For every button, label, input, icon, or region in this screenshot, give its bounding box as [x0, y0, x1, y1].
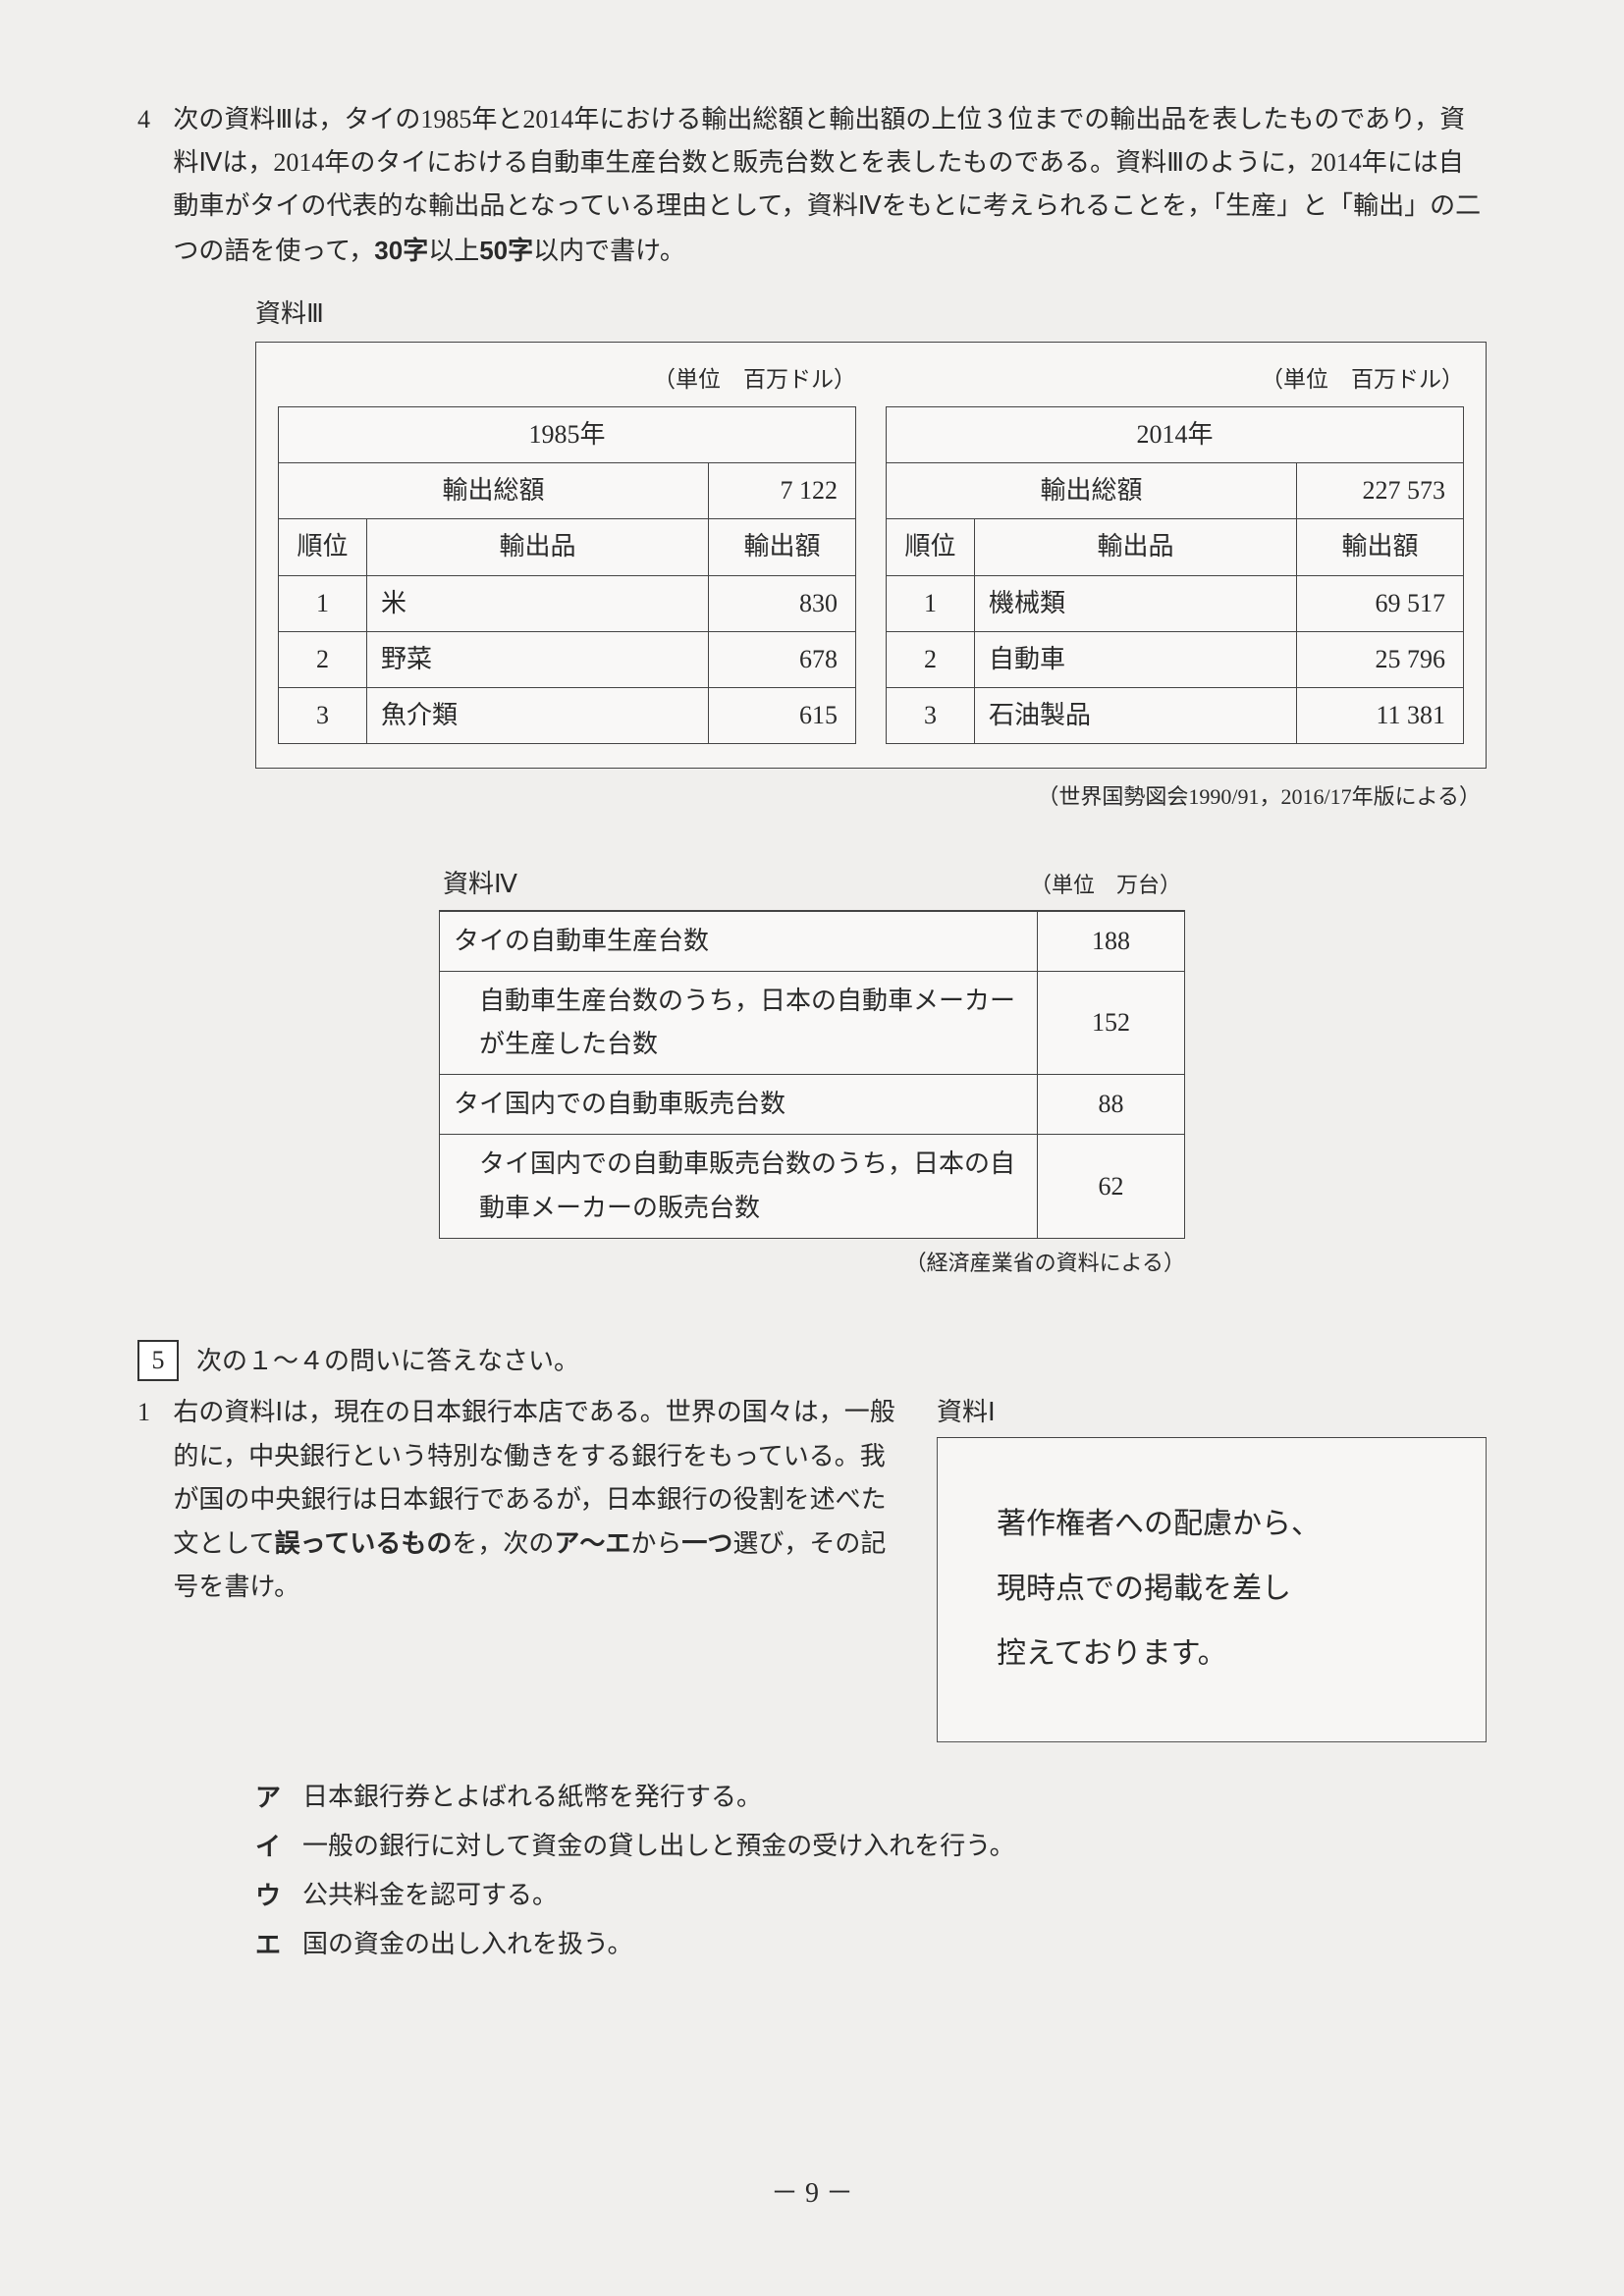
table-row: 輸出総額 227 573: [887, 463, 1464, 519]
q5-left: 1右の資料Ⅰは，現在の日本銀行本店である。世界の国々は，一般的に，中央銀行という…: [137, 1391, 901, 1609]
table-row: 自動車生産台数のうち，日本の自動車メーカーが生産した台数152: [440, 971, 1185, 1074]
table-row: 1985年: [279, 407, 856, 463]
ref4-unit: （単位 万台）: [1030, 867, 1181, 903]
unit-a: （単位 百万ドル）: [278, 360, 856, 399]
q5-box-number: 5: [137, 1340, 179, 1381]
t3-a: 1985年 輸出総額 7 122 順位 輸出品 輸出額 1米830 2野菜678…: [278, 406, 856, 744]
total-b: 227 573: [1297, 463, 1464, 519]
table-1985: （単位 百万ドル） 1985年 輸出総額 7 122 順位 輸出品 輸出額 1米…: [278, 360, 856, 744]
ref1-label: 資料Ⅰ: [937, 1391, 1487, 1437]
page-number: － 9 －: [0, 2170, 1624, 2217]
table-row: 1米830: [279, 575, 856, 631]
total-label-b: 輸出総額: [887, 463, 1297, 519]
ref4-source: （経済産業省の資料による）: [439, 1245, 1185, 1281]
q4-body: 次の資料Ⅲは，タイの1985年と2014年における輸出総額と輸出額の上位３位まで…: [173, 105, 1481, 265]
table-row: タイ国内での自動車販売台数88: [440, 1075, 1185, 1135]
q5-head: 5 次の１～４の問いに答えなさい。: [137, 1340, 1487, 1383]
table-row: 2自動車25 796: [887, 631, 1464, 687]
total-label-a: 輸出総額: [279, 463, 709, 519]
ref4-container: 資料Ⅳ （単位 万台） タイの自動車生産台数188 自動車生産台数のうち，日本の…: [439, 863, 1185, 1282]
choice-a: ア日本銀行券とよばれる紙幣を発行する。: [255, 1776, 1487, 1819]
item-hdr: 輸出品: [367, 519, 709, 575]
year-a: 1985年: [279, 407, 856, 463]
table-row: タイ国内での自動車販売台数のうち，日本の自動車メーカーの販売台数62: [440, 1135, 1185, 1238]
q4-number: 4: [137, 98, 173, 141]
question-5: 5 次の１～４の問いに答えなさい。 1右の資料Ⅰは，現在の日本銀行本店である。世…: [137, 1340, 1487, 1966]
ref3-container: （単位 百万ドル） 1985年 輸出総額 7 122 順位 輸出品 輸出額 1米…: [255, 342, 1487, 769]
table-row: 2014年: [887, 407, 1464, 463]
copyright-notice: 著作権者への配慮から、 現時点での掲載を差し 控えております。: [937, 1438, 1487, 1742]
year-b: 2014年: [887, 407, 1464, 463]
t3-b: 2014年 輸出総額 227 573 順位 輸出品 輸出額 1機械類69 517…: [886, 406, 1464, 744]
table-row: タイの自動車生産台数188: [440, 911, 1185, 971]
table-row: 輸出総額 7 122: [279, 463, 856, 519]
rank-hdr-b: 順位: [887, 519, 975, 575]
table-row: 3魚介類615: [279, 687, 856, 743]
copyright-line2: 現時点での掲載を差し: [997, 1557, 1427, 1622]
question-4: 4次の資料Ⅲは，タイの1985年と2014年における輸出総額と輸出額の上位３位ま…: [137, 98, 1487, 1281]
t4: タイの自動車生産台数188 自動車生産台数のうち，日本の自動車メーカーが生産した…: [439, 911, 1185, 1239]
val-hdr-b: 輸出額: [1297, 519, 1464, 575]
total-a: 7 122: [709, 463, 856, 519]
choice-u: ウ公共料金を認可する。: [255, 1874, 1487, 1917]
table-row: 順位 輸出品 輸出額: [887, 519, 1464, 575]
q4-text: 4次の資料Ⅲは，タイの1985年と2014年における輸出総額と輸出額の上位３位ま…: [137, 98, 1487, 273]
q5-sub1: 1右の資料Ⅰは，現在の日本銀行本店である。世界の国々は，一般的に，中央銀行という…: [137, 1391, 901, 1609]
ref4-head: 資料Ⅳ （単位 万台）: [439, 863, 1185, 911]
copyright-line1: 著作権者への配慮から、: [997, 1492, 1427, 1557]
ref3-label: 資料Ⅲ: [255, 293, 1487, 336]
q5-head-text: 次の１～４の問いに答えなさい。: [196, 1340, 579, 1383]
unit-b: （単位 百万ドル）: [886, 360, 1464, 399]
sub1-text: 右の資料Ⅰは，現在の日本銀行本店である。世界の国々は，一般的に，中央銀行という特…: [173, 1398, 894, 1601]
table-2014: （単位 百万ドル） 2014年 輸出総額 227 573 順位 輸出品 輸出額 …: [886, 360, 1464, 744]
q5-body: 1右の資料Ⅰは，現在の日本銀行本店である。世界の国々は，一般的に，中央銀行という…: [137, 1391, 1487, 1741]
ref3-source: （世界国勢図会1990/91，2016/17年版による）: [137, 778, 1481, 815]
copyright-line3: 控えております。: [997, 1622, 1427, 1686]
table-row: 2野菜678: [279, 631, 856, 687]
val-hdr: 輸出額: [709, 519, 856, 575]
rank-hdr: 順位: [279, 519, 367, 575]
table-row: 3石油製品11 381: [887, 687, 1464, 743]
choice-e: エ国の資金の出し入れを扱う。: [255, 1923, 1487, 1966]
choice-i: イ一般の銀行に対して資金の貸し出しと預金の受け入れを行う。: [255, 1825, 1487, 1868]
ref4-label: 資料Ⅳ: [443, 863, 517, 906]
q5-right: 資料Ⅰ 著作権者への配慮から、 現時点での掲載を差し 控えております。: [937, 1391, 1487, 1741]
table-row: 順位 輸出品 輸出額: [279, 519, 856, 575]
item-hdr-b: 輸出品: [975, 519, 1297, 575]
table-row: 1機械類69 517: [887, 575, 1464, 631]
choices: ア日本銀行券とよばれる紙幣を発行する。 イ一般の銀行に対して資金の貸し出しと預金…: [255, 1776, 1487, 1967]
sub1-num: 1: [137, 1391, 173, 1434]
